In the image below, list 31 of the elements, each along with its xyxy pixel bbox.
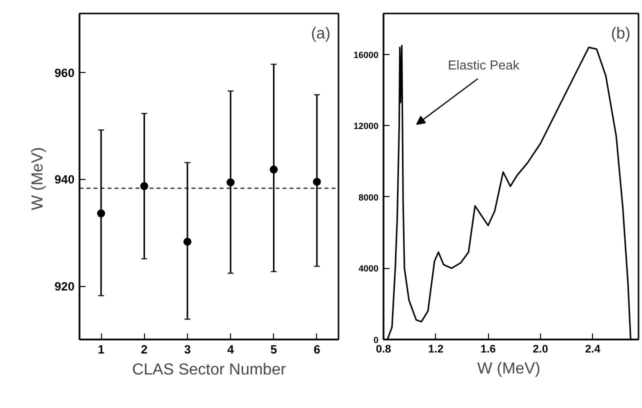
- x-tick-label: 1: [98, 342, 105, 356]
- point: [312, 178, 321, 186]
- annotation: Elastic Peak: [448, 58, 520, 73]
- y-tick-label: 0: [373, 335, 379, 345]
- point: [140, 182, 148, 190]
- x-tick-label: 0.8: [376, 344, 392, 356]
- y-tick-label: 960: [54, 66, 75, 80]
- y-tick-label: 940: [54, 172, 75, 187]
- x-tick-label: 3: [184, 342, 192, 356]
- point: [183, 238, 192, 246]
- x-tick-label: 1.6: [480, 344, 496, 356]
- x-tick-label: 2.0: [532, 344, 548, 356]
- x-tick-label: 2: [140, 342, 148, 356]
- x-tick-label: 1.2: [428, 344, 444, 356]
- y-tick-label: 8000: [358, 192, 379, 202]
- x-tick-label: 5: [270, 342, 278, 356]
- point: [226, 178, 235, 186]
- point: [270, 166, 278, 174]
- point: [97, 209, 106, 218]
- annotation: (a): [310, 26, 331, 42]
- annotation: (b): [610, 26, 631, 42]
- y-tick-label: 16000: [353, 50, 379, 60]
- x-axis-title: CLAS Sector Number: [132, 362, 287, 378]
- y-axis-title: W (MeV): [29, 147, 46, 210]
- y-tick-label: 4000: [358, 264, 379, 274]
- y-tick-label: 12000: [353, 121, 379, 132]
- x-axis-title: W (MeV): [477, 360, 540, 378]
- x-tick-label: 4: [227, 342, 234, 356]
- x-tick-label: 2.4: [585, 344, 602, 356]
- x-tick-label: 6: [314, 342, 321, 356]
- y-tick-label: 920: [54, 280, 75, 294]
